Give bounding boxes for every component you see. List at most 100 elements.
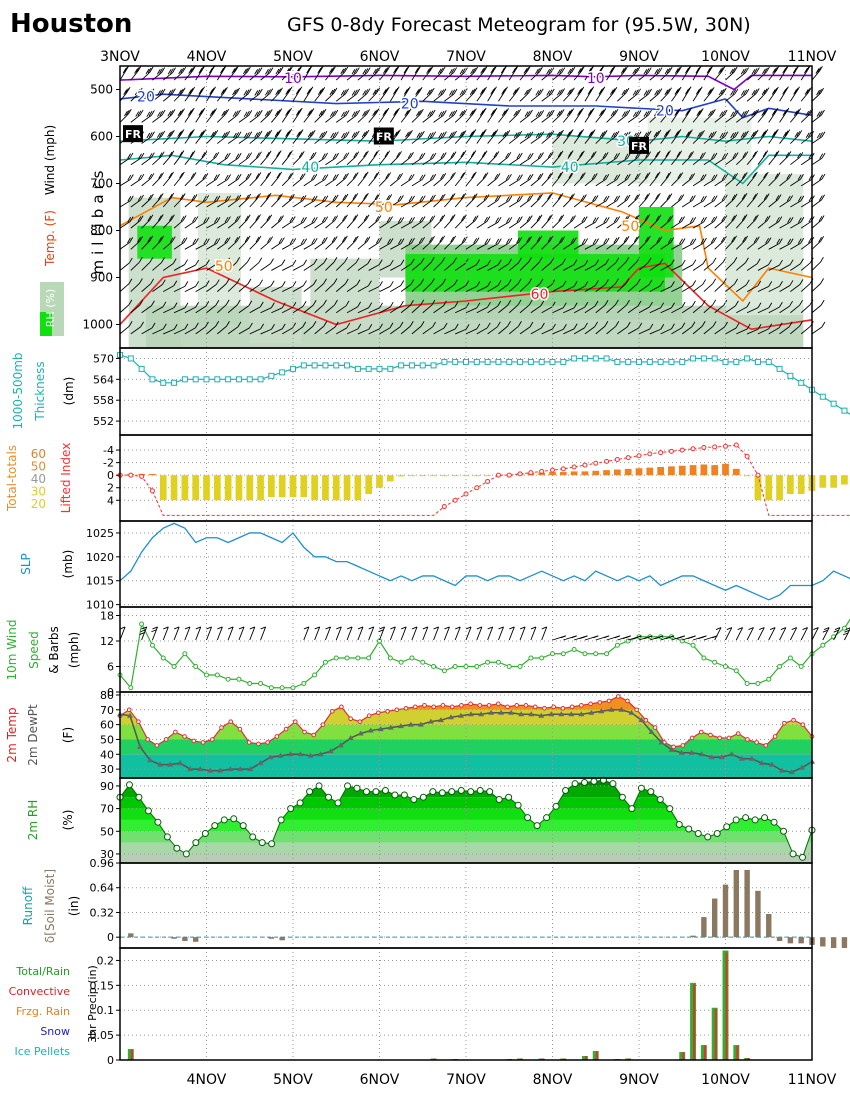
wind-barb-flag	[632, 68, 637, 75]
wind-barb-shaft	[260, 307, 272, 314]
runoff-bar	[701, 917, 707, 938]
wind-barb-shaft	[736, 135, 746, 144]
wind-barb-shaft	[779, 264, 791, 271]
wind-barb-flag	[559, 68, 563, 74]
dewpoint-point	[508, 709, 515, 715]
wind-barb-flag	[404, 110, 409, 116]
y-tick-label: 0.64	[90, 882, 115, 895]
date-label-top: 10NOV	[701, 49, 750, 65]
wind-barb-flag	[439, 194, 444, 201]
wind-barb-flag	[518, 216, 523, 222]
wind-barb-shaft	[292, 70, 300, 81]
wind-barb-flag	[353, 152, 358, 158]
wind-barb-flag	[191, 128, 195, 135]
wind-barb-shaft	[141, 177, 152, 187]
wind-barb-flag	[191, 86, 196, 93]
wind-barb-flag	[546, 69, 550, 75]
wind-barb-flag	[570, 238, 575, 244]
wind-barb-shaft	[714, 304, 725, 314]
wind-barb-flag	[556, 111, 561, 117]
wind-barb-flag	[668, 193, 673, 199]
wind-barb-flag	[278, 171, 283, 178]
wind-barb-flag	[765, 87, 770, 93]
wind-barb-flag	[147, 194, 152, 201]
wind-barb-shaft	[346, 177, 356, 187]
wind-barb-flag	[753, 171, 758, 178]
wind-barb-shaft	[281, 133, 290, 144]
wind-barb-shaft	[595, 263, 607, 271]
wind-barb-flag	[695, 67, 700, 74]
wind-barb-flag	[461, 89, 466, 95]
wind-barb-flag	[243, 68, 247, 75]
wind-barb-flag	[508, 216, 513, 223]
wind-barb-flag	[537, 89, 542, 95]
wind-barb-flag	[470, 68, 474, 75]
wind-barb-shaft	[811, 326, 823, 335]
wind-barb-shaft	[454, 197, 464, 208]
y-tick-label: 6	[107, 661, 114, 674]
wind-barb-flag	[573, 259, 578, 265]
wind-barb-flag	[364, 192, 369, 199]
wind-barb-shaft	[638, 328, 651, 335]
wind-barb-flag	[161, 109, 166, 116]
wind-barb-shaft	[725, 219, 734, 229]
wind-barb-flag	[450, 152, 455, 158]
wind-barb-shaft	[519, 240, 530, 250]
wind-barb-flag	[598, 89, 603, 95]
wind-barb-flag	[483, 150, 488, 156]
wind-barb-shaft	[660, 176, 669, 187]
wind-barb-flag	[126, 86, 131, 93]
wind-barb-flag	[289, 216, 294, 223]
wind-barb-flag	[232, 89, 236, 96]
wind-barb-shaft	[206, 134, 216, 144]
wind-barb-flag	[469, 110, 474, 117]
wind-barb-flag	[427, 67, 432, 73]
y-tick-label: 0.15	[90, 979, 115, 992]
wind-barb-shaft	[184, 264, 196, 271]
wind-barb-shaft	[325, 283, 335, 292]
wind-barb-flag	[137, 195, 142, 201]
thickness-point	[192, 376, 199, 383]
wind-barb-flag	[397, 129, 401, 135]
wind-barb-flag	[356, 109, 360, 116]
rh-legend-swatch	[40, 312, 52, 336]
wind-barb-shaft	[411, 91, 420, 102]
wind-barb-flag	[195, 259, 200, 266]
thickness-point	[127, 355, 134, 362]
wind-barb-shaft	[260, 263, 271, 271]
wind-barb-flag	[419, 174, 424, 181]
dewpoint-line	[119, 709, 813, 773]
total-totals-point	[571, 464, 577, 470]
wind-barb-flag	[221, 66, 226, 73]
wind-barb-shaft	[671, 133, 679, 144]
wind-barb-flag	[730, 132, 735, 139]
dewpoint-point	[127, 712, 134, 718]
y-tick-label: 0	[107, 686, 114, 699]
wind-barb-shaft	[195, 199, 206, 208]
wind-barb-shaft	[335, 219, 345, 229]
wind-barb-flag	[377, 215, 382, 221]
wind-barb-flag	[626, 321, 631, 328]
wind-barb-shaft	[400, 304, 411, 314]
wind-barb-flag	[524, 89, 528, 96]
wind-barb-flag	[774, 86, 779, 93]
wind-barb-shaft	[281, 264, 294, 271]
wind-barb-shaft	[227, 240, 238, 250]
dewpoint-point	[247, 766, 254, 772]
wind-barb-flag	[721, 110, 726, 117]
wind-barb-flag	[723, 194, 728, 201]
wind-barb-flag	[195, 238, 199, 244]
lifted-index-bar	[549, 472, 556, 476]
wind-barb-flag	[621, 89, 626, 96]
wind-barb-flag	[490, 110, 495, 116]
wind-barb-flag	[215, 151, 220, 158]
wind-barb-flag	[246, 132, 250, 138]
wind-barb-shaft	[573, 221, 585, 229]
wind-barb-shaft	[790, 242, 801, 250]
wind-barb-flag	[767, 237, 772, 243]
wind-barb-flag	[730, 111, 735, 118]
wind-barb-shaft	[595, 134, 605, 144]
wind-barb-flag	[731, 67, 736, 74]
wind-barb-flag	[526, 216, 531, 222]
wind-speed-point	[690, 642, 696, 648]
